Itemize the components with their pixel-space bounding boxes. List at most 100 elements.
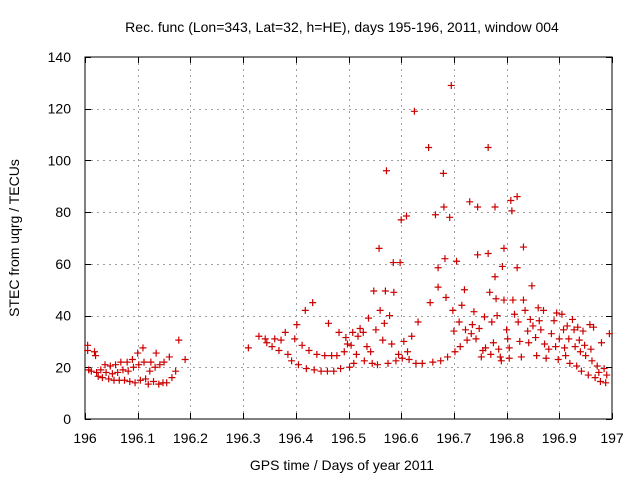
data-point [400, 337, 408, 345]
data-point [281, 328, 289, 336]
x-tick-label: 196.5 [331, 430, 366, 446]
data-point [293, 321, 301, 329]
data-point [581, 341, 589, 349]
data-point [418, 359, 426, 367]
data-point [302, 365, 310, 373]
data-point [408, 332, 416, 340]
data-point [396, 259, 404, 267]
data-point [447, 81, 455, 89]
data-point [463, 336, 471, 344]
tick-labels: 196 196.1 196.2 196.3 196.4 196.5 196.6 196.7 19… [48, 49, 624, 446]
data-point [537, 326, 545, 334]
data-point [368, 359, 376, 367]
data-point [576, 348, 584, 356]
data-point [354, 332, 362, 340]
data-point [571, 343, 579, 351]
grid-lines [85, 57, 612, 419]
y-tick-label: 100 [48, 152, 72, 168]
data-point [165, 353, 173, 361]
data-point [146, 367, 154, 375]
data-point [437, 357, 445, 365]
data-point [172, 367, 180, 375]
data-point [168, 374, 176, 382]
data-point [386, 312, 394, 320]
data-point [404, 348, 412, 356]
data-point [588, 357, 596, 365]
data-point [440, 203, 448, 211]
data-point [268, 343, 276, 351]
data-point [519, 243, 527, 251]
data-point [489, 339, 497, 347]
data-point [324, 319, 332, 327]
data-point [181, 356, 189, 364]
x-tick-label: 197 [600, 430, 624, 446]
data-point [309, 299, 317, 307]
x-tick-label: 196 [73, 430, 97, 446]
data-point [87, 367, 95, 375]
data-point [380, 319, 388, 327]
data-point [484, 144, 492, 151]
data-point [586, 321, 594, 329]
x-tick-label: 196.7 [436, 430, 471, 446]
data-point [131, 379, 139, 387]
x-tick-label: 196.4 [278, 430, 313, 446]
data-point [112, 361, 120, 369]
data-point [392, 357, 400, 365]
data-point [102, 368, 110, 376]
x-axis-label: GPS time / Days of year 2011 [250, 457, 434, 473]
data-point [560, 326, 568, 334]
data-point [397, 216, 405, 224]
data-point [317, 367, 325, 375]
data-point [460, 286, 468, 294]
data-point [542, 354, 550, 362]
data-point [498, 262, 506, 270]
data-point [151, 363, 159, 371]
data-point [467, 330, 475, 338]
data-point [486, 288, 494, 296]
data-point [263, 339, 271, 347]
data-point [461, 326, 469, 334]
x-tick-label: 196.6 [384, 430, 419, 446]
data-point [573, 362, 581, 370]
data-point [375, 244, 383, 252]
data-point [472, 335, 480, 343]
data-point [575, 336, 583, 344]
data-point [474, 251, 482, 259]
data-point [135, 361, 143, 369]
data-point [367, 348, 375, 356]
data-point [108, 370, 116, 378]
data-point [288, 357, 296, 365]
data-point [600, 365, 608, 373]
data-point [514, 318, 522, 326]
data-point [352, 350, 360, 358]
data-point [482, 344, 490, 352]
data-point [389, 259, 397, 267]
data-point [301, 306, 309, 314]
x-tick-label: 196.1 [120, 430, 155, 446]
data-point [555, 335, 563, 343]
data-point [337, 365, 345, 373]
data-point [321, 352, 329, 360]
data-point [496, 353, 504, 361]
data-point [124, 367, 132, 375]
data-point [310, 366, 318, 374]
data-point [466, 198, 474, 206]
data-point [350, 359, 358, 367]
data-point [505, 344, 513, 352]
data-point [550, 317, 558, 325]
data-point [591, 374, 599, 382]
data-point [305, 346, 313, 354]
data-point [126, 378, 134, 386]
data-point [562, 352, 570, 360]
data-point [584, 371, 592, 379]
data-point [129, 363, 137, 371]
data-point [470, 308, 478, 316]
data-point [313, 350, 321, 358]
data-point [566, 359, 574, 367]
y-tick-label: 0 [63, 411, 71, 427]
x-tick-label: 196.2 [173, 430, 208, 446]
data-point [450, 327, 458, 335]
data-point [298, 341, 306, 349]
data-point [412, 359, 420, 367]
y-tick-label: 40 [55, 308, 71, 324]
